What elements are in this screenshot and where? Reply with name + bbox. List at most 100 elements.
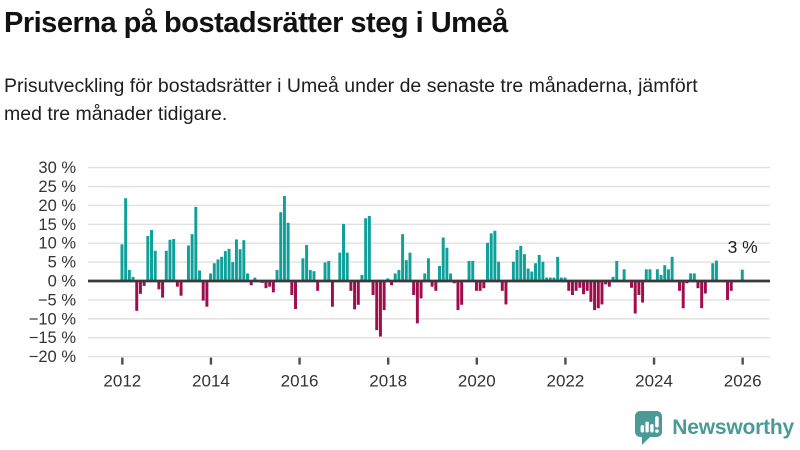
bar [622, 269, 626, 281]
bar [367, 215, 371, 281]
chart-subtitle: Prisutveckling för bostadsrätter i Umeå … [4, 75, 698, 125]
bar [223, 251, 227, 281]
bar [401, 234, 405, 281]
bar [648, 269, 652, 281]
bar [150, 229, 153, 281]
svg-text:2012: 2012 [103, 372, 141, 391]
bar [412, 281, 416, 295]
bar [500, 281, 504, 291]
bar [305, 245, 309, 281]
bar [482, 281, 486, 289]
bar [504, 281, 508, 305]
bar [382, 281, 386, 311]
bar [349, 281, 353, 291]
svg-text:2024: 2024 [635, 372, 673, 391]
chart-area: 30 % 25 % 20 % 15 % 10 % 5 % 0 % −5 % −10 % −15 %… [0, 150, 800, 402]
bar [474, 281, 478, 291]
bar [330, 281, 334, 307]
bar [552, 277, 556, 281]
svg-text:2014: 2014 [192, 372, 230, 391]
y-axis-labels: 30 %25 %20 %15 %10 %5 %0 %−5 %−10 %−15 %… [29, 159, 77, 366]
bar [342, 223, 345, 281]
bar [423, 273, 427, 281]
svg-text:−10 %: −10 % [29, 310, 77, 328]
bar [655, 269, 659, 281]
bar [264, 281, 268, 289]
price-bar-chart: 30 %25 %20 %15 %10 %5 %0 %−5 %−10 %−15 %… [29, 159, 770, 391]
svg-text:20 %: 20 % [38, 197, 76, 215]
bar [220, 256, 224, 281]
bar [692, 273, 696, 281]
bar [633, 281, 637, 314]
bar [522, 254, 526, 281]
bar [438, 265, 441, 281]
bar [460, 281, 464, 305]
bar [231, 262, 235, 281]
bar [253, 277, 257, 281]
bar [153, 250, 157, 281]
x-axis-labels: 2012 2014 2016 2018 2020 2022 2024 2026 [103, 372, 761, 391]
bar [198, 270, 201, 281]
svg-text:2026: 2026 [724, 372, 762, 391]
bar [678, 281, 681, 291]
bar [375, 281, 379, 331]
bar [615, 260, 619, 281]
bar [570, 281, 574, 295]
bar [556, 256, 560, 281]
bar [659, 274, 663, 281]
bar [541, 261, 545, 281]
bar [445, 247, 449, 281]
bar [408, 252, 412, 281]
bar [430, 281, 434, 287]
bar [578, 281, 582, 288]
svg-text:2022: 2022 [547, 372, 585, 391]
brand-name: Newsworthy [672, 415, 794, 439]
bar [209, 273, 213, 281]
newsworthy-logo-icon [635, 411, 663, 445]
bar [275, 270, 279, 281]
svg-text:15 %: 15 % [38, 216, 76, 234]
bar [548, 277, 552, 281]
bar [124, 198, 128, 281]
bar [404, 260, 408, 281]
bar [390, 281, 393, 286]
bar [161, 281, 165, 298]
bar [559, 277, 563, 281]
bar [268, 281, 272, 287]
bar [246, 273, 249, 281]
bar [471, 260, 475, 281]
svg-text:−20 %: −20 % [29, 348, 77, 366]
svg-text:−5 %: −5 % [38, 291, 76, 309]
bar [585, 281, 589, 291]
bar [227, 248, 231, 281]
bar [131, 276, 135, 281]
bar [582, 281, 585, 295]
bar [242, 240, 246, 281]
bar [157, 281, 161, 290]
bar [563, 277, 567, 281]
bar [135, 281, 139, 311]
bar [681, 281, 685, 309]
bar [353, 281, 357, 310]
x-axis-ticks [121, 357, 744, 365]
bar [345, 252, 349, 281]
bar [526, 268, 530, 281]
svg-text:25 %: 25 % [38, 178, 76, 196]
bar [534, 263, 537, 281]
bar [323, 262, 327, 281]
bar [729, 281, 733, 291]
bar [179, 281, 183, 296]
bar [415, 281, 419, 324]
svg-text:2018: 2018 [369, 372, 407, 391]
bar [194, 206, 198, 281]
bar [426, 258, 430, 281]
bar [378, 281, 382, 337]
bar [574, 281, 578, 291]
monthly-change-bars [120, 195, 744, 337]
bar [434, 281, 438, 291]
bar [497, 261, 501, 281]
bar [138, 281, 142, 294]
bar [593, 281, 597, 311]
bar [371, 281, 375, 295]
